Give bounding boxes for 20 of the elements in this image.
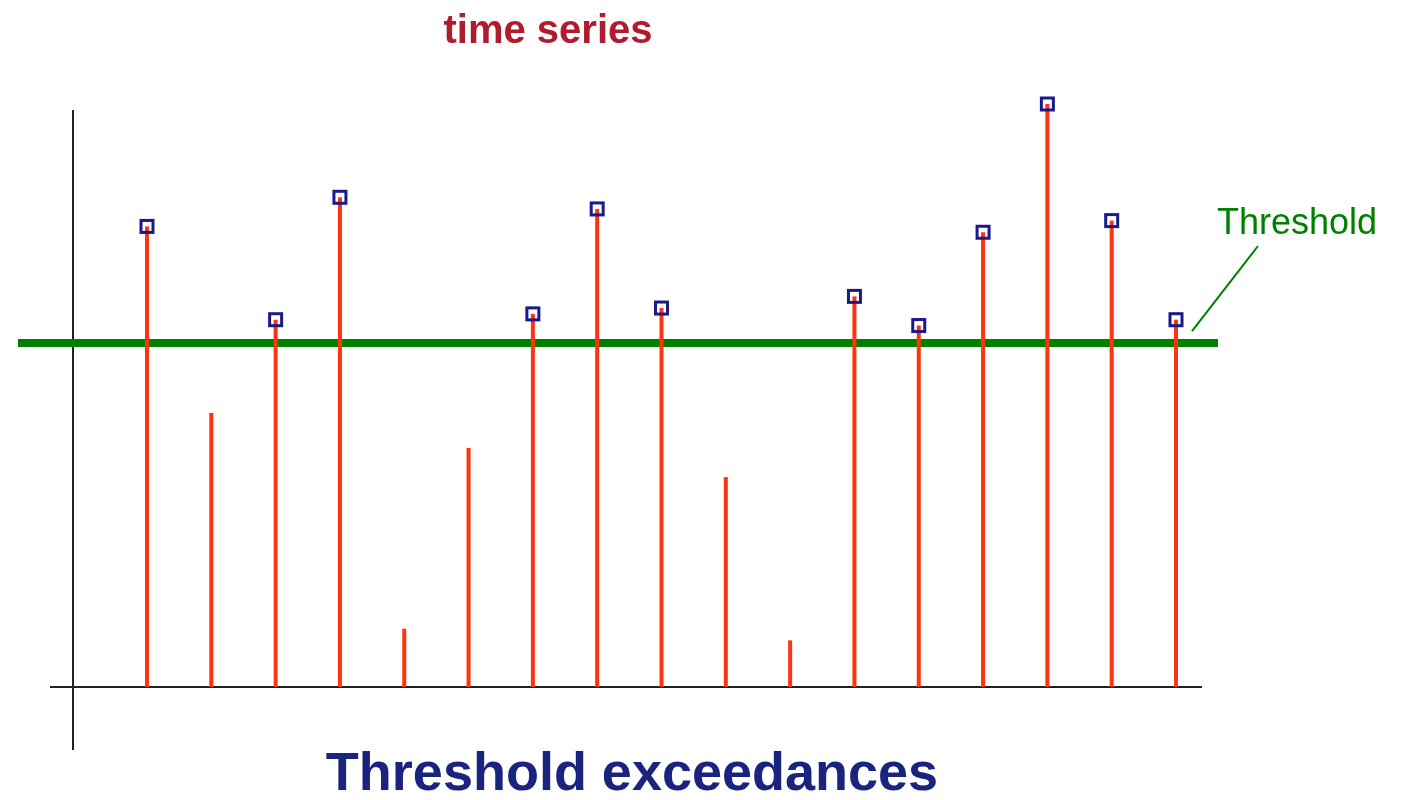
bar	[1174, 319, 1178, 687]
chart-title: time series	[443, 7, 653, 51]
bar	[530, 313, 535, 687]
bar	[402, 628, 407, 687]
bar	[659, 308, 664, 687]
bar	[145, 226, 149, 687]
bar	[852, 296, 857, 687]
ref-line-label: Threshold	[1217, 201, 1378, 242]
bar	[788, 640, 793, 687]
bar	[209, 412, 214, 687]
bar	[723, 477, 728, 687]
bar	[337, 197, 342, 687]
bar	[466, 447, 471, 687]
bar	[273, 319, 278, 687]
bar	[1045, 104, 1050, 687]
x-axis-title: Threshold exceedances	[325, 741, 939, 800]
bar	[981, 232, 986, 687]
bar	[595, 208, 600, 687]
bar	[916, 325, 921, 687]
bar	[1109, 220, 1114, 687]
